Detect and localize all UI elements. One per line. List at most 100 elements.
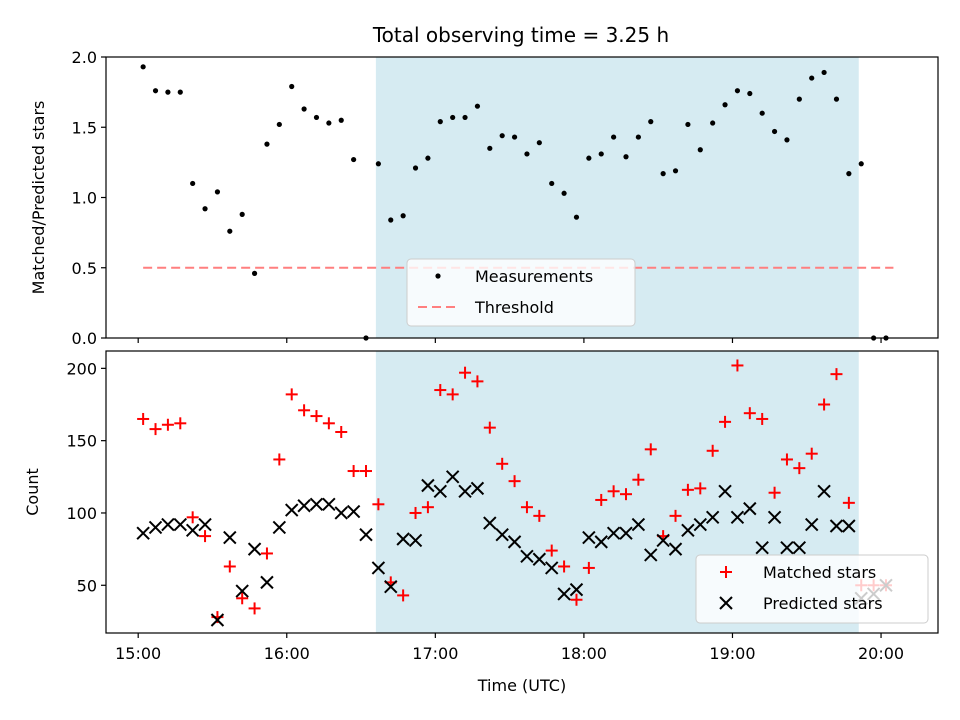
predicted-star-point	[582, 530, 596, 545]
measurement-point	[685, 121, 691, 128]
matched-star-point	[632, 473, 645, 486]
measurement-point	[326, 120, 332, 126]
predicted-star-point	[396, 532, 410, 546]
measurement-point	[846, 171, 852, 177]
predicted-star-point	[470, 481, 485, 496]
bottom-x-axis-label: Time (UTC)	[477, 676, 566, 695]
measurement-point	[190, 180, 196, 187]
bottom-y-tick-label: 100	[66, 504, 97, 523]
measurement-point	[734, 88, 741, 94]
top-y-tick-label: 0.0	[72, 329, 97, 348]
predicted-star-point	[198, 517, 212, 532]
measurement-point	[611, 134, 617, 140]
measurement-point	[313, 114, 320, 121]
top-y-tick-label: 1.0	[72, 189, 97, 208]
predicted-star-point	[483, 516, 497, 530]
legend-threshold-label: Threshold	[474, 298, 554, 317]
measurement-point	[821, 69, 827, 76]
measurement-point	[425, 155, 431, 161]
predicted-star-point	[495, 527, 509, 542]
top-legend: Measurements Threshold	[406, 258, 636, 327]
matched-star-point	[669, 509, 682, 522]
measurement-point	[264, 141, 270, 147]
matched-star-point	[322, 417, 335, 430]
matched-star-point	[335, 425, 348, 438]
predicted-star-point	[743, 501, 757, 516]
measurement-point	[152, 88, 159, 94]
predicted-star-point	[644, 548, 658, 562]
measurement-point	[660, 171, 666, 177]
measurement-point	[140, 64, 146, 70]
measurement-point	[697, 147, 703, 153]
measurement-point	[276, 121, 282, 128]
predicted-star-point	[235, 584, 249, 598]
matched-star-point	[372, 498, 385, 511]
measurement-point	[450, 114, 456, 121]
bottom-panel: 50 100 150 200 15:00 16:00 17:00 18:00 19:00 20:…	[23, 350, 939, 695]
top-legend-box	[406, 258, 636, 327]
matched-star-point	[496, 457, 509, 470]
measurement-point	[289, 83, 295, 90]
measurement-point	[549, 180, 555, 187]
matched-star-point	[644, 443, 657, 456]
measurement-point	[437, 119, 443, 125]
bottom-x-tick-label: 15:00	[115, 644, 161, 663]
matched-star-point	[260, 547, 273, 560]
measurement-point	[623, 154, 629, 160]
predicted-star-point	[767, 510, 782, 525]
predicted-star-point	[210, 613, 225, 627]
top-y-tick-label: 1.5	[72, 118, 97, 137]
measurement-point	[524, 151, 530, 157]
measurement-point	[796, 96, 802, 102]
matched-star-point	[520, 501, 533, 514]
matched-star-point	[681, 483, 694, 496]
predicted-star-point	[705, 510, 720, 525]
predicted-star-point	[681, 523, 695, 538]
matched-star-point	[607, 485, 620, 498]
matched-star-point	[805, 447, 818, 460]
matched-star-point	[743, 407, 756, 420]
predicted-star-point	[817, 484, 831, 498]
predicted-star-point	[346, 504, 361, 519]
matched-star-point	[409, 506, 422, 519]
bottom-y-tick-label: 50	[77, 576, 97, 595]
predicted-star-point	[606, 526, 621, 540]
matched-star-point	[483, 421, 496, 434]
bottom-x-tick-label: 16:00	[264, 644, 310, 663]
predicted-star-point	[557, 587, 571, 601]
predicted-star-point	[371, 561, 386, 575]
bottom-y-ticks: 50 100 150 200	[66, 359, 106, 595]
matched-star-point	[248, 602, 261, 615]
measurement-point	[536, 140, 542, 146]
matched-star-point	[298, 404, 311, 417]
predicted-star-point	[173, 517, 187, 532]
predicted-star-point	[829, 519, 844, 533]
matched-star-point	[558, 560, 571, 573]
bottom-x-tick-label: 18:00	[561, 644, 607, 663]
measurement-point	[573, 214, 580, 220]
predicted-star-point	[161, 517, 175, 532]
measurement-point	[487, 145, 493, 151]
bottom-x-tick-label: 17:00	[412, 644, 458, 663]
predicted-star-point	[322, 497, 336, 511]
predicted-star-point	[408, 533, 423, 548]
matched-star-point	[199, 530, 212, 543]
matched-star-point	[582, 561, 595, 574]
predicted-star-point	[668, 542, 683, 556]
matched-star-point	[149, 423, 162, 436]
matched-star-point	[719, 415, 732, 428]
measurement-point	[375, 161, 381, 167]
predicted-star-point	[842, 519, 856, 533]
matched-star-point	[768, 486, 781, 499]
matched-star-point	[137, 412, 150, 425]
predicted-star-point	[507, 535, 522, 549]
predicted-star-point	[594, 535, 608, 549]
predicted-star-point	[309, 497, 324, 511]
predicted-star-point	[755, 540, 769, 555]
matched-star-point	[360, 465, 372, 478]
measurement-point	[412, 165, 419, 171]
bottom-x-ticks: 15:00 16:00 17:00 18:00 19:00 20:00	[115, 633, 904, 663]
measurement-point	[499, 133, 505, 139]
measurement-point	[301, 106, 307, 112]
measurement-point	[722, 102, 728, 108]
